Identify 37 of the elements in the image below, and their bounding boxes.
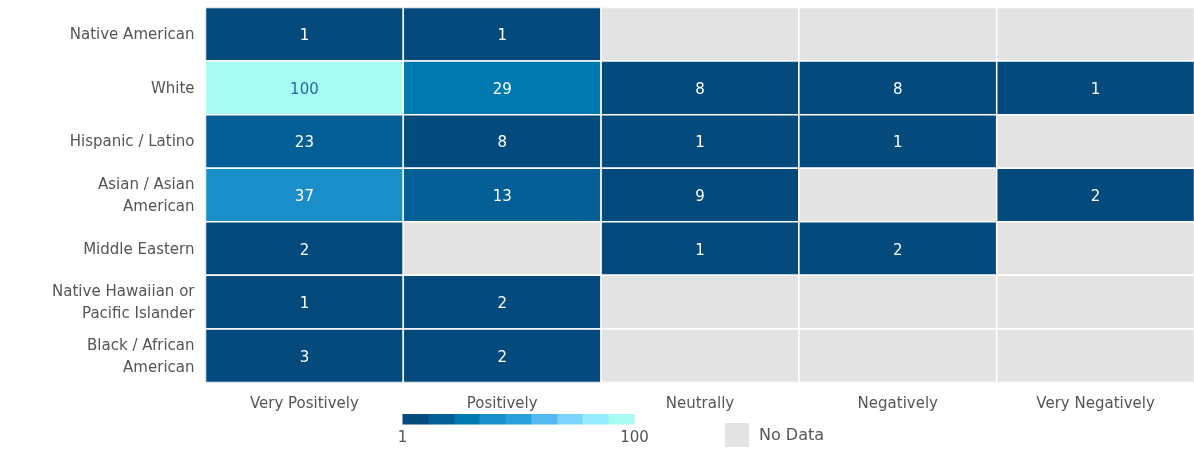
x-tick-label: Very Negatively — [1036, 393, 1155, 412]
data-label: 37 — [294, 187, 314, 205]
data-label: 29 — [492, 79, 512, 98]
y-tick-label: Native American — [69, 25, 195, 44]
data-label: 1 — [695, 240, 705, 259]
y-tick-label: Hispanic / Latino — [69, 132, 195, 151]
data-label: 13 — [492, 187, 512, 205]
data-label: 23 — [294, 133, 314, 152]
data-label: 9 — [695, 187, 705, 205]
x-tick-label: Positively — [466, 393, 538, 412]
data-label: 1 — [1090, 79, 1101, 98]
color-bar-label: 100 — [620, 427, 649, 446]
y-tick-label: Asian / Asian American — [98, 175, 195, 215]
text: No Data — [759, 424, 825, 444]
data-label: 8 — [695, 79, 705, 98]
data-label: 100 — [290, 79, 319, 98]
x-tick-label: Negatively — [857, 393, 939, 412]
data-label: 1 — [497, 26, 507, 45]
y-tick-label: White — [150, 78, 195, 97]
data-label: 1 — [299, 294, 310, 313]
data-label: 2 — [1090, 187, 1101, 205]
data-label: 2 — [497, 294, 507, 313]
data-label: 2 — [497, 347, 507, 366]
data-label: 1 — [893, 133, 903, 152]
data-label: 1 — [695, 133, 705, 152]
data-label: 1 — [299, 26, 310, 45]
color-bar-label: 1 — [397, 427, 408, 446]
data-label: 2 — [893, 240, 903, 259]
data-label: 8 — [497, 133, 507, 152]
y-tick-label: Middle Eastern — [83, 239, 195, 258]
data-label: 8 — [893, 79, 903, 98]
x-tick-label: Neutrally — [665, 393, 735, 412]
y-tick-label: Black / African American — [87, 335, 195, 376]
data-label: 3 — [299, 347, 310, 366]
data-label: 2 — [299, 240, 310, 259]
x-tick-label: Very Positively — [249, 393, 360, 412]
y-tick-label: Native Hawaiian or Pacific Islander — [52, 282, 196, 322]
